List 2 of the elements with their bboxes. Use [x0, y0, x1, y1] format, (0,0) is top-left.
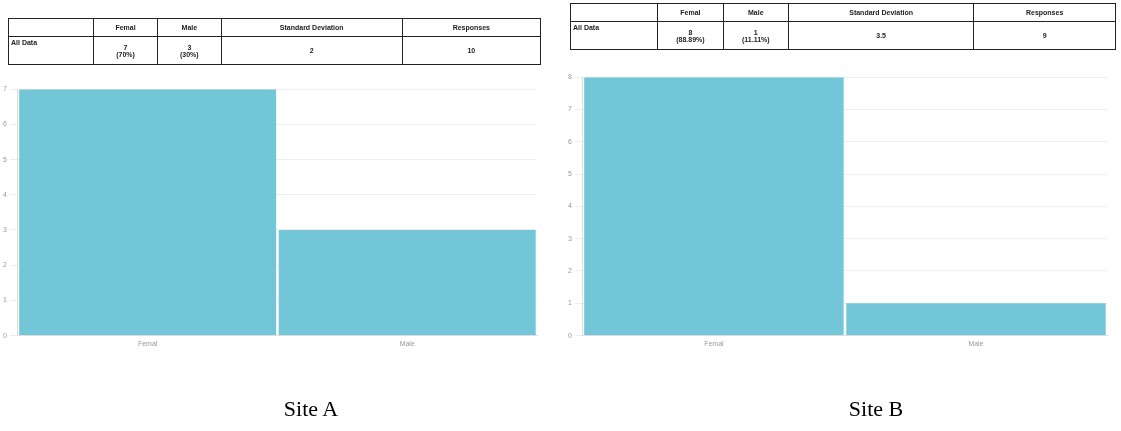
text: Site A	[283, 396, 339, 422]
text: Site B	[848, 396, 904, 422]
